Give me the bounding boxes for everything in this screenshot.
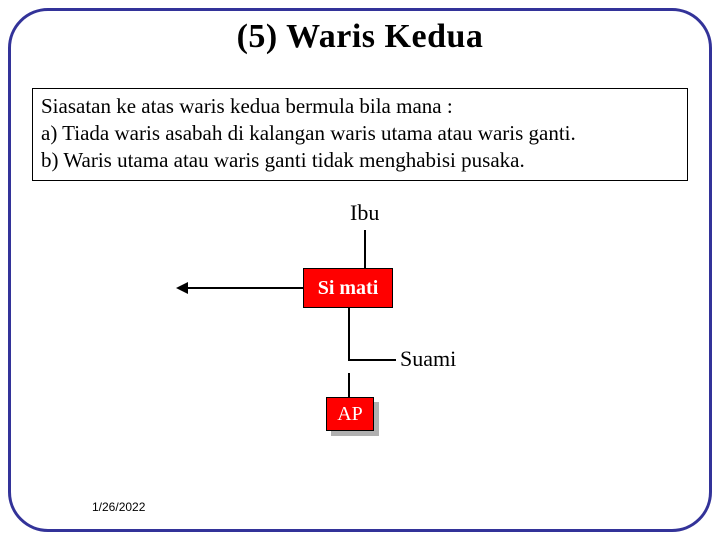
node-simati-label: Si mati (318, 277, 379, 300)
node-ap: AP (326, 397, 374, 431)
slide-date: 1/26/2022 (92, 500, 145, 514)
node-suami: Suami (400, 346, 456, 372)
connector-to-suami (348, 359, 396, 361)
node-simati: Si mati (303, 268, 393, 308)
connector-simati-left (187, 287, 303, 289)
node-ibu: Ibu (350, 200, 379, 226)
connector-ibu-simati (364, 230, 366, 268)
connector-to-ap (348, 373, 350, 397)
family-diagram: Ibu Si mati Suami AP (0, 200, 720, 490)
node-ap-label: AP (337, 403, 363, 426)
connector-simati-down (348, 308, 350, 361)
point-b: b) Waris utama atau waris ganti tidak me… (41, 147, 679, 174)
intro-textbox: Siasatan ke atas waris kedua bermula bil… (32, 88, 688, 181)
point-a: a) Tiada waris asabah di kalangan waris … (41, 120, 679, 147)
slide-title: (5) Waris Kedua (0, 18, 720, 56)
intro-line: Siasatan ke atas waris kedua bermula bil… (41, 94, 453, 118)
